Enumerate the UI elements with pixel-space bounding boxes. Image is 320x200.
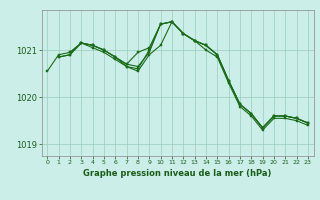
X-axis label: Graphe pression niveau de la mer (hPa): Graphe pression niveau de la mer (hPa) (84, 169, 272, 178)
